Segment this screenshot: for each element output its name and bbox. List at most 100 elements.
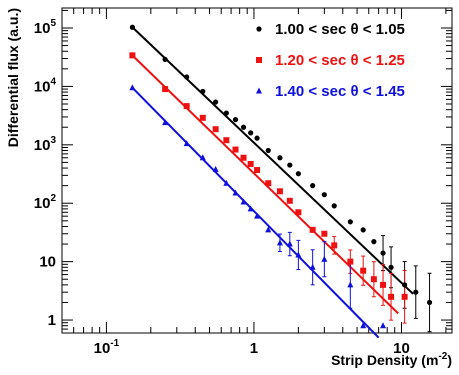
y-tick-label: 102 — [34, 193, 57, 212]
data-point — [223, 137, 230, 144]
data-point — [162, 86, 169, 93]
data-point — [256, 57, 262, 63]
data-point — [129, 24, 135, 30]
data-point — [413, 289, 419, 295]
x-tick-label-base: 1 — [250, 340, 258, 357]
data-point — [265, 226, 272, 233]
data-point — [277, 155, 283, 161]
data-point — [232, 189, 239, 196]
x-tick-label: 10-1 — [94, 338, 120, 357]
data-point — [287, 162, 293, 168]
x-axis-label-sup: -2 — [438, 351, 447, 362]
plot-frame — [61, 7, 453, 334]
data-point — [162, 56, 168, 63]
data-point — [426, 299, 433, 306]
data-point — [401, 293, 408, 300]
data-point — [129, 52, 136, 59]
legend-label: 1.00 < sec θ < 1.05 — [275, 21, 405, 38]
data-point — [295, 251, 302, 258]
data-point — [265, 180, 272, 187]
y-axis-label: Differential flux (a.u.) — [5, 8, 21, 147]
data-point — [254, 135, 260, 141]
x-axis-label-main: Strip Density (m — [331, 352, 438, 368]
data-point — [286, 197, 293, 204]
legend-label: 1.20 < sec θ < 1.25 — [275, 52, 405, 69]
y-tick-label-base: 10 — [34, 78, 51, 95]
legend: 1.00 < sec θ < 1.05 1.20 < sec θ < 1.25 1.… — [275, 21, 405, 100]
y-tick-label-exp: 2 — [50, 193, 56, 204]
axis-ticks — [61, 8, 452, 334]
data-point — [256, 87, 262, 94]
y-tick-label: 105 — [34, 18, 57, 37]
fit-line — [131, 87, 380, 339]
data-point — [200, 88, 206, 95]
data-point — [254, 167, 261, 174]
data-point — [232, 117, 239, 123]
data-point — [321, 192, 327, 198]
data-point — [388, 293, 395, 300]
y-tick-label: 104 — [34, 76, 57, 95]
data-point — [162, 119, 169, 126]
y-tick-label-base: 1 — [48, 312, 56, 329]
data-points — [129, 24, 433, 329]
data-point — [321, 230, 328, 237]
data-point — [347, 258, 354, 265]
y-tick-label-exp: 3 — [50, 135, 56, 146]
x-tick-label-base: 10 — [393, 340, 410, 357]
data-point — [232, 146, 239, 153]
data-point — [199, 114, 206, 121]
data-point — [388, 264, 394, 270]
data-point — [331, 242, 338, 249]
data-point — [331, 203, 337, 209]
data-point — [309, 226, 316, 233]
x-tick-label: 10 — [393, 340, 410, 357]
data-point — [265, 147, 271, 154]
legend-label: 1.40 < sec θ < 1.45 — [275, 83, 405, 100]
data-point — [276, 239, 283, 246]
y-tick-label: 10 — [39, 254, 56, 271]
y-tick-label: 1 — [48, 312, 56, 329]
x-axis-label: Strip Density (m-2) — [331, 351, 452, 368]
data-point — [370, 276, 377, 283]
data-point — [254, 212, 261, 219]
data-point — [295, 209, 302, 216]
y-tick-label-base: 10 — [34, 137, 51, 154]
y-tick-label-base: 10 — [34, 20, 51, 37]
data-point — [199, 154, 206, 161]
fit-lines — [131, 26, 414, 339]
data-point — [223, 179, 230, 186]
data-point — [256, 26, 262, 32]
data-point — [360, 227, 366, 233]
y-tick-label-exp: 5 — [50, 18, 56, 29]
data-point — [380, 250, 386, 256]
data-point — [276, 188, 283, 195]
data-point — [183, 103, 190, 110]
data-point — [371, 239, 377, 245]
data-point — [321, 255, 328, 262]
y-tick-label-base: 10 — [39, 254, 56, 271]
data-point — [247, 160, 254, 167]
data-point — [360, 322, 367, 329]
y-tick-label-base: 10 — [34, 195, 51, 212]
error-bars — [277, 231, 432, 333]
data-point — [213, 99, 219, 105]
data-point — [212, 126, 219, 133]
data-point — [295, 171, 301, 177]
data-point — [240, 198, 247, 205]
data-point — [212, 165, 219, 172]
data-point — [184, 74, 190, 80]
y-tick-label-exp: 4 — [50, 76, 56, 87]
data-point — [248, 130, 254, 136]
data-point — [380, 322, 387, 329]
x-tick-label-base: 10 — [94, 340, 111, 357]
data-point — [310, 183, 316, 189]
data-point — [129, 84, 136, 91]
y-tick-label: 103 — [34, 135, 57, 154]
data-point — [240, 154, 247, 161]
data-point — [240, 124, 247, 130]
data-point — [223, 110, 229, 116]
data-point — [309, 263, 316, 270]
x-axis-label-end: ) — [447, 352, 452, 368]
fit-line — [131, 26, 414, 295]
